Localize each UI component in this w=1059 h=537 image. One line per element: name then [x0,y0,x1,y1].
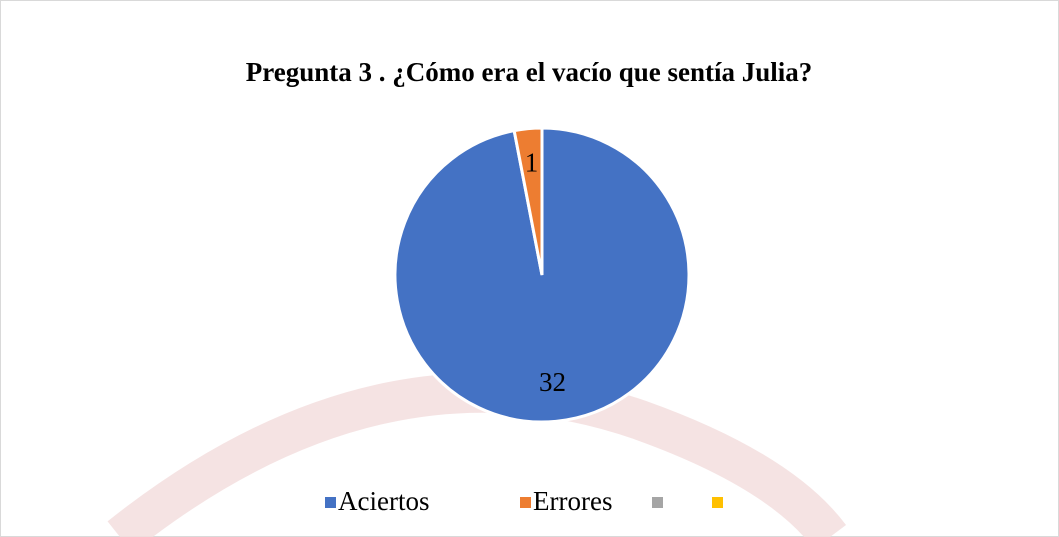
pie-slice [512,126,544,276]
legend-marker [712,497,723,508]
data-label: 32 [539,367,566,397]
data-label: 1 [525,147,539,177]
legend-label: Aciertos [338,486,429,516]
legend-label: Errores [533,486,612,516]
legend-marker [325,497,336,508]
legend-marker [520,497,531,508]
chart-title: Pregunta 3 . ¿Cómo era el vacío que sent… [246,57,812,87]
legend-marker [652,497,663,508]
